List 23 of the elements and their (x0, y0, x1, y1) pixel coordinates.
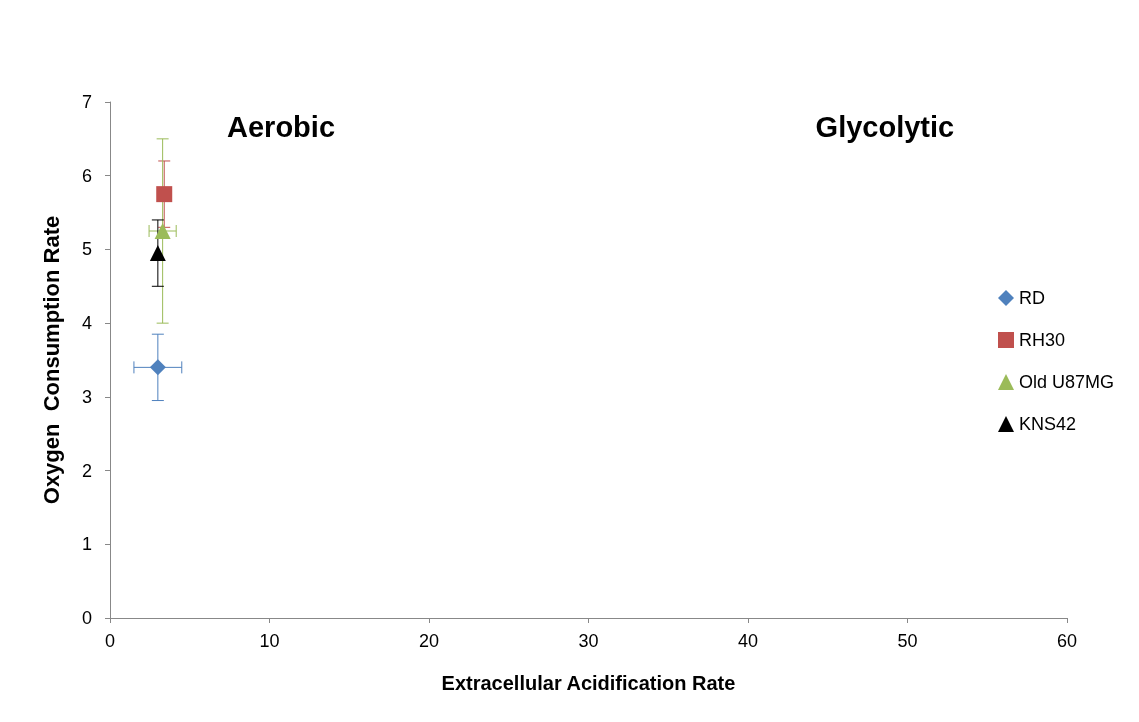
legend-label: RH30 (1018, 330, 1065, 350)
y-tick-label: 4 (81, 313, 92, 334)
x-tick-label: 10 (259, 631, 280, 651)
x-axis-title: Extracellular Acidification Rate (441, 672, 736, 694)
x-tick-label: 30 (578, 631, 599, 651)
legend-label: RD (1018, 288, 1045, 308)
x-tick-label: 20 (418, 631, 440, 651)
y-tick-label: 6 (81, 165, 92, 186)
x-tick-label: 60 (1056, 631, 1078, 651)
x-tick-label: 40 (737, 631, 759, 651)
y-tick-label: 3 (81, 386, 92, 407)
y-tick-label: 7 (81, 92, 92, 112)
y-tick-label: 2 (81, 460, 92, 481)
annotation: Aerobic (227, 110, 336, 143)
x-tick-label: 0 (104, 631, 116, 651)
annotation: Glycolytic (815, 110, 955, 143)
legend-label: Old U87MG (1018, 372, 1114, 392)
y-tick-label: 0 (81, 608, 92, 628)
y-axis-title: Oxygen Consumption Rate (38, 215, 64, 505)
legend-label: KNS42 (1018, 414, 1077, 434)
y-tick-label: 5 (81, 239, 92, 260)
y-tick-label: 1 (81, 534, 92, 555)
x-tick-label: 50 (897, 631, 918, 651)
